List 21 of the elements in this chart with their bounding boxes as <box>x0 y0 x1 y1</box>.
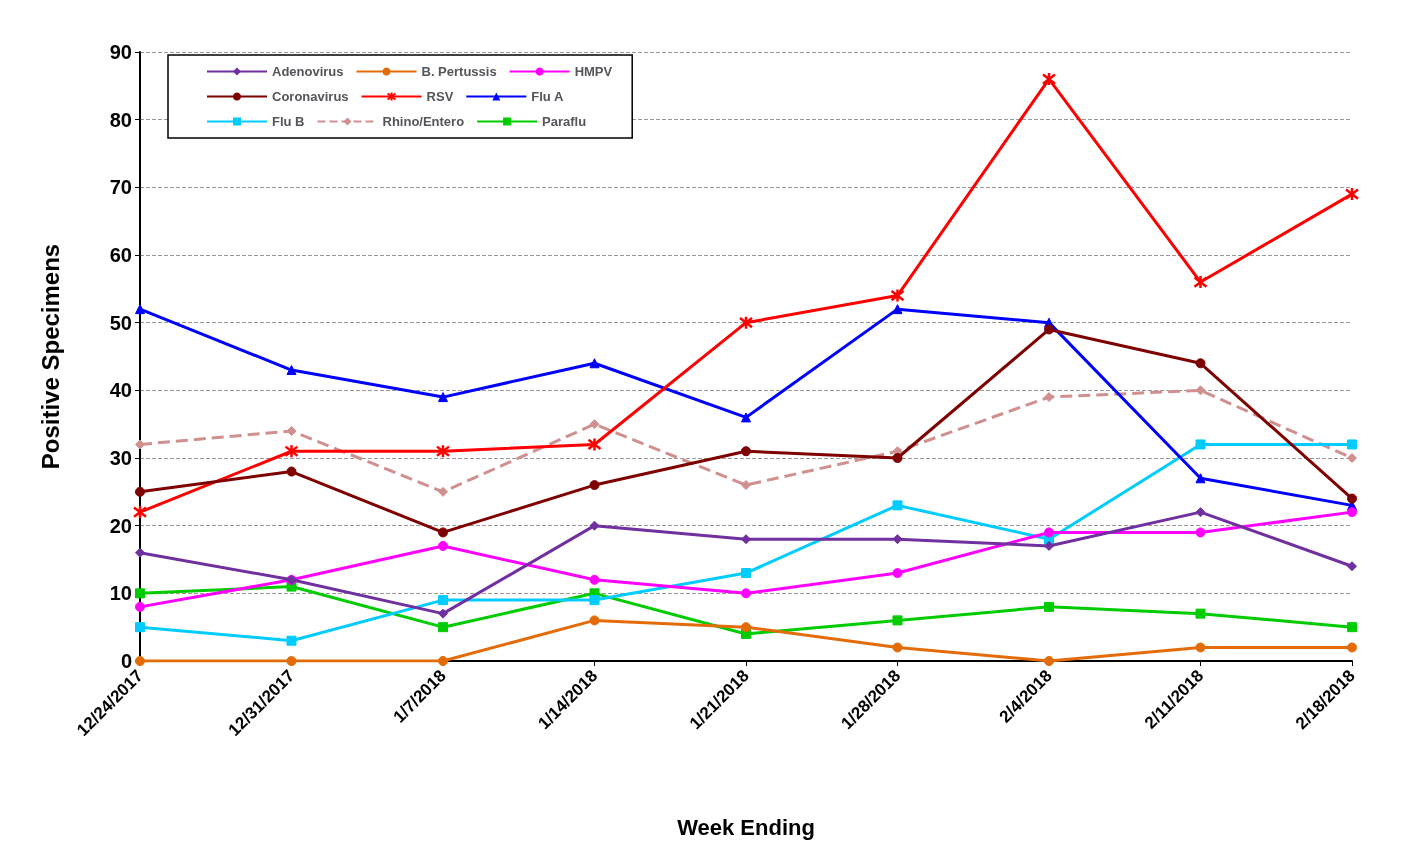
y-tick-label: 40 <box>109 379 132 402</box>
legend-label: Rhino/Entero <box>382 114 465 129</box>
legend-label: HMPV <box>574 64 613 79</box>
legend-label: RSV <box>426 89 454 104</box>
y-tick-label: 10 <box>109 582 132 605</box>
y-tick-label: 30 <box>109 447 132 469</box>
legend-label: Flu A <box>531 89 564 104</box>
legend-label: B. Pertussis <box>421 64 497 79</box>
legend-label: Paraflu <box>542 114 587 129</box>
legend-label: Flu B <box>272 114 305 129</box>
y-axis-title: Positive Specimens <box>36 243 64 470</box>
y-tick-label: 50 <box>109 311 132 334</box>
y-tick-label: 70 <box>109 176 132 199</box>
y-tick-label: 90 <box>109 41 132 63</box>
y-tick-label: 80 <box>109 108 132 131</box>
y-tick-label: 60 <box>109 244 132 266</box>
legend-label: Coronavirus <box>272 89 349 104</box>
y-tick-label: 20 <box>109 514 132 537</box>
x-axis-title: Week Ending <box>677 814 815 840</box>
y-tick-label: 0 <box>120 650 132 672</box>
legend-label: Adenovirus <box>272 64 344 79</box>
